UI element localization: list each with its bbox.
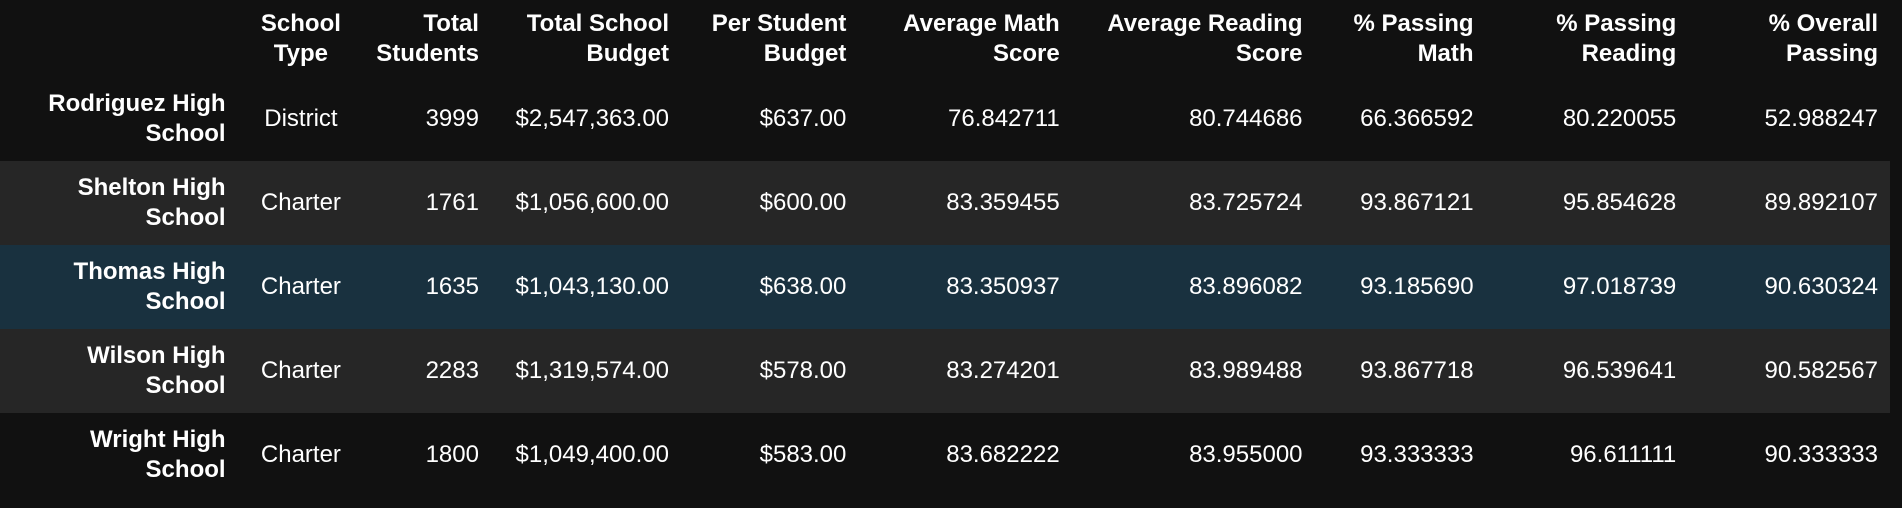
- column-header-passing-reading: % Passing Reading: [1486, 0, 1689, 77]
- column-header-total-students: Total Students: [364, 0, 491, 77]
- row-label-text: School: [145, 204, 226, 231]
- header-text: School: [260, 9, 341, 37]
- header-text: Total: [423, 9, 479, 37]
- cell-passing-math: 93.333333: [1360, 441, 1474, 468]
- table-header: School Type Total Students Total School …: [0, 0, 1890, 77]
- cell-school-type: District: [264, 105, 338, 132]
- table-row: Shelton High School Charter 1761 $1,056,…: [0, 161, 1890, 245]
- cell-passing-reading: 95.854628: [1562, 189, 1677, 216]
- header-text: Average Reading: [1107, 9, 1303, 37]
- row-label-text: School: [145, 372, 226, 399]
- row-label-text: Shelton High: [77, 174, 226, 201]
- row-index-label: Wright High School: [0, 413, 238, 497]
- table-body: Rodriguez High School District 3999 $2,5…: [0, 77, 1890, 497]
- row-label-text: School: [145, 288, 226, 315]
- cell-school-type: Charter: [260, 357, 341, 384]
- cell-per-student-budget: $583.00: [759, 441, 847, 468]
- cell-total-school-budget: $1,056,600.00: [515, 189, 670, 216]
- cell-average-reading-score: 80.744686: [1189, 105, 1303, 132]
- row-index-label: Rodriguez High School: [0, 77, 238, 161]
- cell-per-student-budget: $637.00: [759, 105, 847, 132]
- index-header: [0, 0, 238, 77]
- column-header-average-reading-score: Average Reading Score: [1072, 0, 1315, 77]
- cell-total-school-budget: $2,547,363.00: [515, 105, 670, 132]
- header-text: Per Student: [711, 9, 847, 37]
- row-index-label: Thomas High School: [0, 245, 238, 329]
- cell-total-students: 1635: [425, 273, 479, 300]
- header-text: Score: [992, 39, 1060, 67]
- cell-total-students: 1761: [425, 189, 479, 216]
- cell-total-students: 1800: [425, 441, 479, 468]
- cell-total-school-budget: $1,049,400.00: [515, 441, 670, 468]
- row-label-text: School: [145, 120, 226, 147]
- cell-passing-reading: 96.611111: [1569, 441, 1677, 468]
- header-text: Budget: [586, 39, 670, 67]
- header-text: Type: [273, 39, 329, 67]
- cell-overall-passing: 90.582567: [1764, 357, 1878, 384]
- cell-overall-passing: 52.988247: [1764, 105, 1878, 132]
- cell-average-math-score: 83.682222: [946, 441, 1060, 468]
- cell-total-students: 3999: [425, 105, 479, 132]
- cell-overall-passing: 90.333333: [1764, 441, 1878, 468]
- cell-average-math-score: 83.274201: [946, 357, 1060, 384]
- cell-passing-reading: 96.539641: [1562, 357, 1677, 384]
- header-text: Math: [1417, 39, 1474, 67]
- row-index-label: Wilson High School: [0, 329, 238, 413]
- table-row: Rodriguez High School District 3999 $2,5…: [0, 77, 1890, 161]
- header-text: Students: [376, 39, 479, 67]
- column-header-school-type: School Type: [238, 0, 365, 77]
- cell-overall-passing: 90.630324: [1764, 273, 1878, 300]
- cell-passing-math: 93.867121: [1360, 189, 1474, 216]
- table-row: Wright High School Charter 1800 $1,049,4…: [0, 413, 1890, 497]
- cell-total-school-budget: $1,319,574.00: [515, 357, 670, 384]
- cell-average-reading-score: 83.896082: [1189, 273, 1303, 300]
- header-text: Passing: [1785, 39, 1878, 67]
- cell-average-math-score: 83.350937: [946, 273, 1060, 300]
- cell-school-type: Charter: [260, 441, 341, 468]
- table-row-highlighted: Thomas High School Charter 1635 $1,043,1…: [0, 245, 1890, 329]
- column-header-per-student-budget: Per Student Budget: [681, 0, 858, 77]
- header-text: Average Math: [903, 9, 1060, 37]
- row-label-text: Thomas High: [73, 258, 226, 285]
- cell-passing-math: 66.366592: [1360, 105, 1474, 132]
- row-label-text: School: [145, 456, 226, 483]
- column-header-total-school-budget: Total School Budget: [491, 0, 681, 77]
- column-header-passing-math: % Passing Math: [1315, 0, 1486, 77]
- header-text: Score: [1235, 39, 1303, 67]
- cell-total-students: 2283: [425, 357, 479, 384]
- row-index-label: Shelton High School: [0, 161, 238, 245]
- column-header-average-math-score: Average Math Score: [858, 0, 1071, 77]
- cell-passing-reading: 80.220055: [1562, 105, 1677, 132]
- header-row: School Type Total Students Total School …: [0, 0, 1890, 77]
- header-text: Budget: [763, 39, 847, 67]
- table-row: Wilson High School Charter 2283 $1,319,5…: [0, 329, 1890, 413]
- cell-per-student-budget: $600.00: [759, 189, 847, 216]
- cell-average-math-score: 83.359455: [946, 189, 1060, 216]
- header-text: Reading: [1581, 39, 1677, 67]
- cell-per-student-budget: $578.00: [759, 357, 847, 384]
- header-text: % Passing: [1353, 9, 1474, 37]
- cell-average-reading-score: 83.989488: [1189, 357, 1303, 384]
- cell-school-type: Charter: [260, 273, 341, 300]
- cell-total-school-budget: $1,043,130.00: [515, 273, 670, 300]
- cell-average-reading-score: 83.725724: [1189, 189, 1303, 216]
- cell-average-math-score: 76.842711: [948, 105, 1060, 132]
- cell-school-type: Charter: [260, 189, 341, 216]
- cell-passing-reading: 97.018739: [1562, 273, 1677, 300]
- cell-passing-math: 93.867718: [1360, 357, 1474, 384]
- header-text: Total School: [526, 9, 670, 37]
- row-label-text: Wilson High: [87, 342, 226, 369]
- cell-per-student-budget: $638.00: [759, 273, 847, 300]
- header-text: % Overall: [1768, 9, 1878, 37]
- cell-average-reading-score: 83.955000: [1189, 441, 1303, 468]
- header-text: % Passing: [1556, 9, 1677, 37]
- row-label-text: Wright High: [90, 426, 226, 453]
- school-summary-table: School Type Total Students Total School …: [0, 0, 1890, 497]
- row-label-text: Rodriguez High: [48, 90, 226, 117]
- cell-passing-math: 93.185690: [1360, 273, 1474, 300]
- column-header-overall-passing: % Overall Passing: [1688, 0, 1890, 77]
- cell-overall-passing: 89.892107: [1764, 189, 1878, 216]
